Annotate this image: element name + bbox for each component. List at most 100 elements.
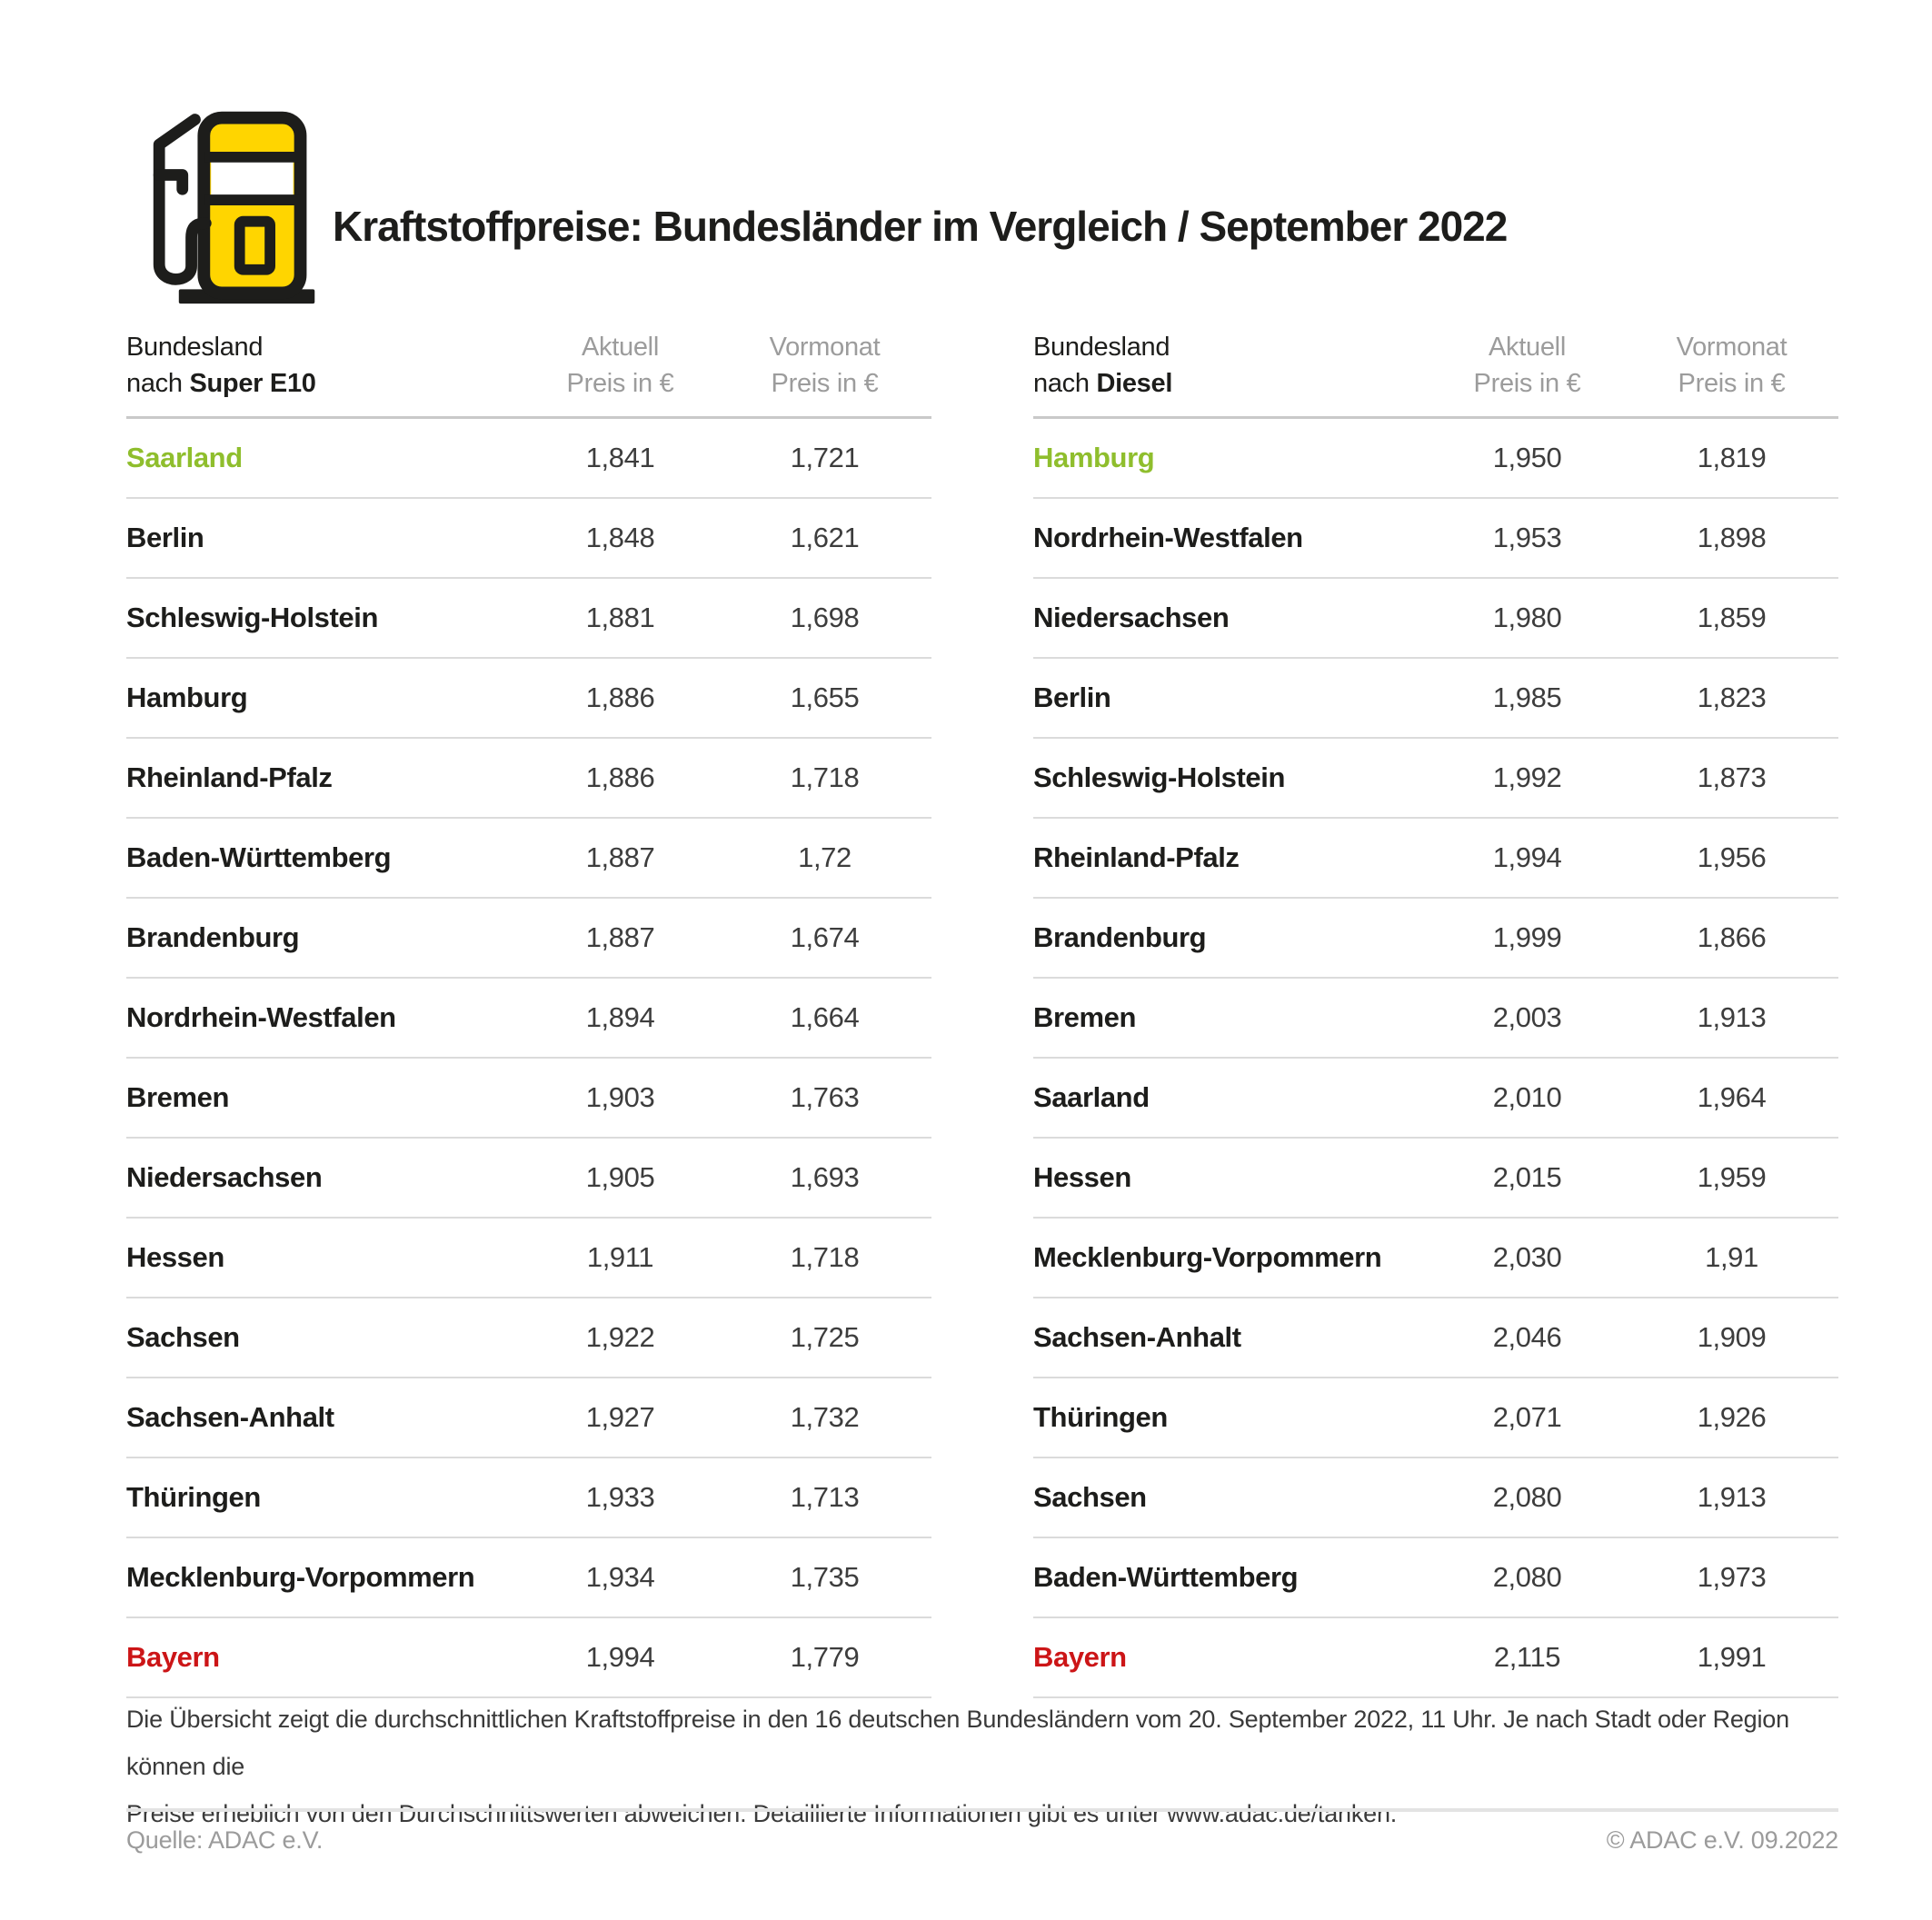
- current-price: 1,994: [1492, 841, 1562, 873]
- table-row: Sachsen 2,080 1,913: [1033, 1458, 1838, 1538]
- table-row: Mecklenburg-Vorpommern 2,030 1,91: [1033, 1219, 1838, 1298]
- state-name: Baden-Württemberg: [126, 841, 392, 873]
- state-name: Sachsen: [126, 1321, 240, 1353]
- table-row: Rheinland-Pfalz 1,886 1,718: [126, 739, 931, 819]
- previous-price: 1,913: [1697, 1481, 1767, 1513]
- current-price: 1,887: [585, 921, 655, 953]
- column-header-current: Aktuell Preis in €: [566, 333, 674, 398]
- previous-price: 1,713: [790, 1481, 860, 1513]
- column-header-state-line1: Bundesland: [1033, 333, 1170, 362]
- previous-price: 1,909: [1697, 1321, 1767, 1353]
- state-name: Nordrhein-Westfalen: [1033, 522, 1303, 553]
- table-header: Bundesland nach Diesel Aktuell Preis in …: [1033, 323, 1838, 419]
- table-row: Bremen 2,003 1,913: [1033, 979, 1838, 1059]
- current-price: 1,894: [585, 1001, 655, 1033]
- copyright-notice: © ADAC e.V. 09.2022: [1606, 1826, 1838, 1854]
- state-name: Schleswig-Holstein: [1033, 761, 1286, 793]
- previous-price: 1,655: [790, 681, 860, 713]
- state-name: Brandenburg: [126, 921, 300, 953]
- state-name: Hessen: [1033, 1161, 1131, 1193]
- previous-price: 1,693: [790, 1161, 860, 1193]
- table-row: Nordrhein-Westfalen 1,894 1,664: [126, 979, 931, 1059]
- previous-price: 1,873: [1697, 761, 1767, 793]
- column-header-current: Aktuell Preis in €: [1473, 333, 1581, 398]
- table-row: Hamburg 1,950 1,819: [1033, 419, 1838, 499]
- table-row: Brandenburg 1,887 1,674: [126, 899, 931, 979]
- table-diesel: Bundesland nach Diesel Aktuell Preis in …: [1033, 323, 1838, 1698]
- state-name: Hamburg: [1033, 442, 1155, 473]
- previous-price: 1,859: [1697, 602, 1767, 633]
- table-row: Baden-Württemberg 1,887 1,72: [126, 819, 931, 899]
- fuel-type-label: Diesel: [1096, 369, 1173, 398]
- state-name: Niedersachsen: [126, 1161, 323, 1193]
- current-price: 2,015: [1492, 1161, 1562, 1193]
- previous-price: 1,72: [798, 841, 851, 873]
- previous-price: 1,674: [790, 921, 860, 953]
- column-header-state: Bundesland nach Super E10: [126, 329, 523, 402]
- table-body: Saarland 1,841 1,721 Berlin 1,848 1,621 …: [126, 419, 931, 1698]
- state-name: Sachsen-Anhalt: [126, 1401, 334, 1433]
- previous-price: 1,718: [790, 1241, 860, 1273]
- previous-price: 1,898: [1697, 522, 1767, 553]
- state-name: Thüringen: [126, 1481, 261, 1513]
- table-row: Baden-Württemberg 2,080 1,973: [1033, 1538, 1838, 1618]
- state-name: Rheinland-Pfalz: [126, 761, 333, 793]
- previous-price: 1,725: [790, 1321, 860, 1353]
- current-price: 1,980: [1492, 602, 1562, 633]
- state-name: Bayern: [126, 1641, 220, 1673]
- current-price: 1,933: [585, 1481, 655, 1513]
- previous-price: 1,718: [790, 761, 860, 793]
- column-header-state: Bundesland nach Diesel: [1033, 329, 1429, 402]
- previous-price: 1,621: [790, 522, 860, 553]
- previous-price: 1,964: [1697, 1081, 1767, 1113]
- previous-price: 1,823: [1697, 681, 1767, 713]
- current-price: 1,886: [585, 761, 655, 793]
- current-price: 1,886: [585, 681, 655, 713]
- table-row: Bayern 1,994 1,779: [126, 1618, 931, 1698]
- previous-price: 1,956: [1697, 841, 1767, 873]
- footnote-line2: Preise erheblich von den Durchschnittswe…: [126, 1800, 1398, 1827]
- footnote-line1: Die Übersicht zeigt die durchschnittlich…: [126, 1706, 1789, 1780]
- table-row: Niedersachsen 1,905 1,693: [126, 1139, 931, 1219]
- state-name: Brandenburg: [1033, 921, 1207, 953]
- table-row: Nordrhein-Westfalen 1,953 1,898: [1033, 499, 1838, 579]
- current-price: 1,887: [585, 841, 655, 873]
- current-price: 1,985: [1492, 681, 1562, 713]
- current-price: 1,992: [1492, 761, 1562, 793]
- table-row: Thüringen 2,071 1,926: [1033, 1378, 1838, 1458]
- column-header-previous: Vormonat Preis in €: [769, 333, 881, 398]
- current-price: 2,080: [1492, 1561, 1562, 1593]
- table-row: Sachsen 1,922 1,725: [126, 1298, 931, 1378]
- table-row: Rheinland-Pfalz 1,994 1,956: [1033, 819, 1838, 899]
- current-price: 2,115: [1493, 1641, 1561, 1673]
- state-name: Berlin: [126, 522, 204, 553]
- current-price: 1,950: [1492, 442, 1562, 473]
- state-name: Sachsen-Anhalt: [1033, 1321, 1241, 1353]
- previous-price: 1,913: [1697, 1001, 1767, 1033]
- table-body: Hamburg 1,950 1,819 Nordrhein-Westfalen …: [1033, 419, 1838, 1698]
- table-header: Bundesland nach Super E10 Aktuell Preis …: [126, 323, 931, 419]
- table-row: Mecklenburg-Vorpommern 1,934 1,735: [126, 1538, 931, 1618]
- state-name: Hessen: [126, 1241, 224, 1273]
- previous-price: 1,819: [1697, 442, 1767, 473]
- state-name: Rheinland-Pfalz: [1033, 841, 1240, 873]
- state-name: Sachsen: [1033, 1481, 1147, 1513]
- source-credit: Quelle: ADAC e.V.: [126, 1826, 324, 1854]
- table-row: Bremen 1,903 1,763: [126, 1059, 931, 1139]
- state-name: Niedersachsen: [1033, 602, 1230, 633]
- table-row: Niedersachsen 1,980 1,859: [1033, 579, 1838, 659]
- state-name: Bremen: [126, 1081, 230, 1113]
- previous-price: 1,664: [790, 1001, 860, 1033]
- state-name: Hamburg: [126, 681, 248, 713]
- column-header-state-line2: nach Super E10: [126, 369, 316, 398]
- table-row: Sachsen-Anhalt 2,046 1,909: [1033, 1298, 1838, 1378]
- previous-price: 1,866: [1697, 921, 1767, 953]
- state-name: Bayern: [1033, 1641, 1127, 1673]
- previous-price: 1,973: [1697, 1561, 1767, 1593]
- current-price: 1,841: [585, 442, 655, 473]
- current-price: 2,080: [1492, 1481, 1562, 1513]
- state-name: Thüringen: [1033, 1401, 1168, 1433]
- current-price: 1,934: [585, 1561, 655, 1593]
- state-name: Schleswig-Holstein: [126, 602, 379, 633]
- current-price: 2,003: [1492, 1001, 1562, 1033]
